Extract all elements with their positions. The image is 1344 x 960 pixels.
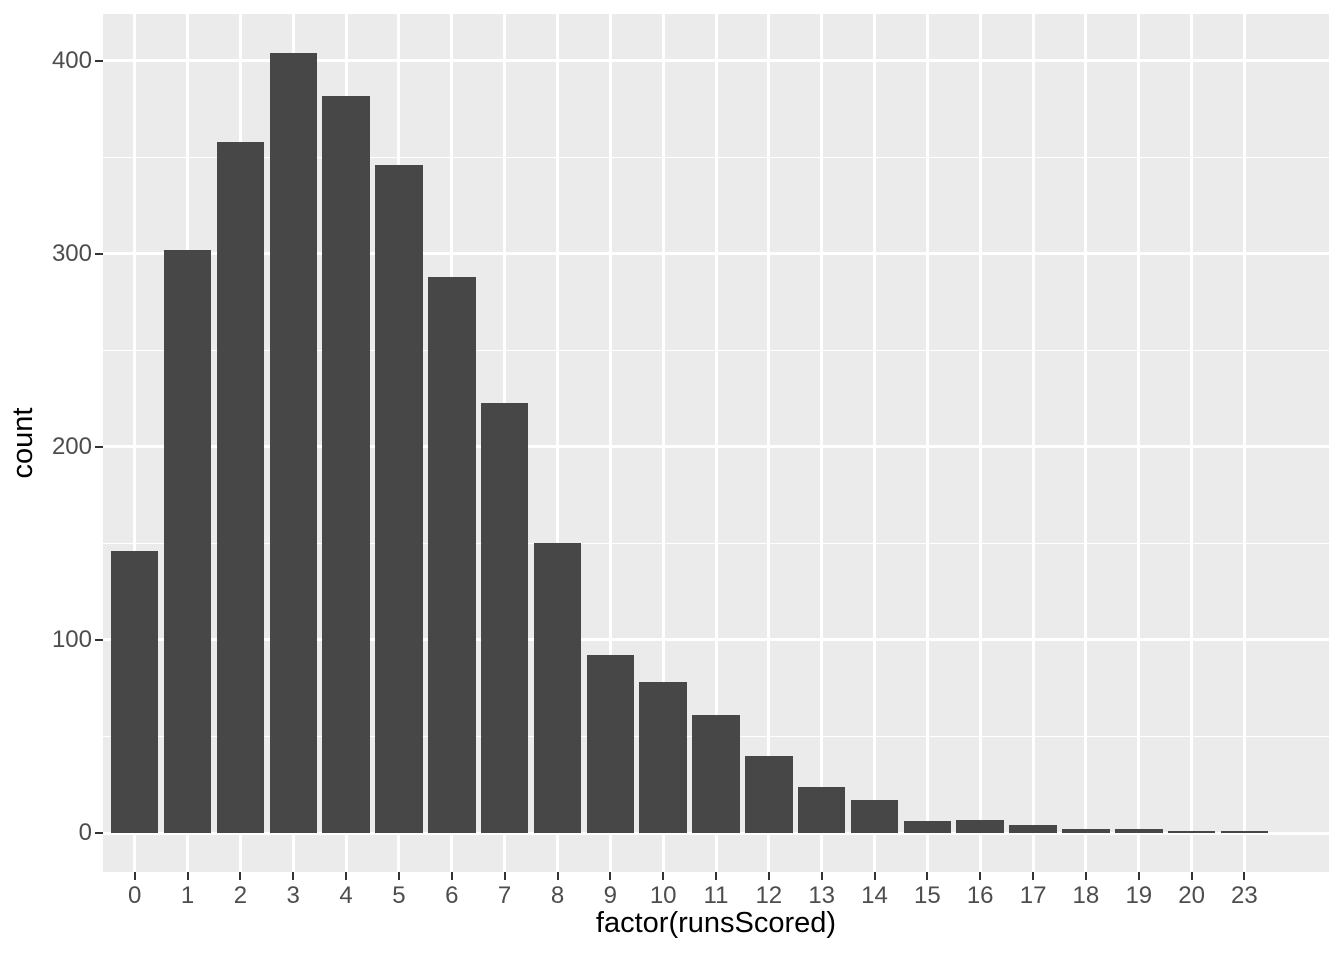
bar xyxy=(110,551,159,833)
bar xyxy=(850,800,899,833)
bar xyxy=(163,249,212,833)
vertical-gridline xyxy=(873,14,876,872)
x-tick-mark xyxy=(979,872,982,880)
x-tick-mark xyxy=(239,872,242,880)
y-tick-label: 100 xyxy=(51,625,92,653)
x-tick-label: 10 xyxy=(649,882,677,909)
bar xyxy=(1009,825,1057,833)
x-tick-label: 19 xyxy=(1125,882,1153,909)
x-tick-mark xyxy=(662,872,665,880)
bar xyxy=(745,755,793,833)
y-tick-label: 400 xyxy=(51,46,92,74)
x-tick-mark xyxy=(292,872,295,880)
y-tick-mark xyxy=(95,832,103,834)
y-tick-mark xyxy=(95,59,103,62)
x-tick-mark xyxy=(133,872,136,880)
x-tick-label: 18 xyxy=(1072,882,1100,909)
bar xyxy=(480,402,529,833)
x-tick-mark xyxy=(1190,872,1193,880)
bar xyxy=(1167,831,1216,833)
vertical-gridline xyxy=(767,14,771,872)
x-tick-mark xyxy=(1137,872,1140,880)
bar xyxy=(797,786,846,833)
vertical-gridline xyxy=(1242,14,1246,872)
bar xyxy=(639,682,687,833)
vertical-gridline xyxy=(978,14,982,872)
x-tick-label: 16 xyxy=(966,882,994,909)
bar xyxy=(903,821,952,833)
y-tick-mark xyxy=(95,638,103,641)
x-tick-label: 12 xyxy=(755,882,783,909)
x-tick-label: 14 xyxy=(861,882,888,909)
bar xyxy=(1062,829,1110,833)
x-tick-mark xyxy=(1032,872,1035,880)
x-tick-mark xyxy=(503,872,506,880)
y-tick-mark xyxy=(95,445,103,448)
y-tick-label: 0 xyxy=(78,819,92,846)
vertical-gridline xyxy=(133,14,137,872)
x-tick-mark xyxy=(715,872,717,880)
vertical-gridline xyxy=(1084,14,1088,872)
bar xyxy=(428,277,476,833)
x-tick-mark xyxy=(873,872,876,880)
x-tick-label: 7 xyxy=(497,882,512,909)
bar xyxy=(692,715,740,833)
vertical-gridline xyxy=(608,14,612,872)
vertical-gridline xyxy=(556,14,559,872)
x-tick-mark xyxy=(1243,872,1246,880)
bar xyxy=(216,141,265,833)
x-tick-label: 3 xyxy=(286,882,300,909)
x-tick-label: 6 xyxy=(445,882,459,909)
x-tick-mark xyxy=(820,872,823,880)
x-tick-label: 20 xyxy=(1178,882,1205,909)
bar xyxy=(586,655,635,833)
y-axis-title: count xyxy=(7,407,39,479)
x-tick-label: 13 xyxy=(808,882,836,909)
bar xyxy=(1220,831,1269,833)
x-tick-mark xyxy=(1084,872,1087,880)
x-tick-label: 5 xyxy=(392,882,406,909)
bar xyxy=(269,53,318,833)
x-tick-label: 23 xyxy=(1231,882,1258,909)
x-tick-label: 2 xyxy=(233,882,248,909)
bar xyxy=(533,543,582,833)
vertical-gridline xyxy=(1137,14,1141,872)
x-tick-label: 9 xyxy=(603,882,617,909)
x-tick-label: 8 xyxy=(550,882,565,909)
vertical-gridline xyxy=(1031,14,1035,872)
plot-panel xyxy=(103,14,1329,872)
vertical-gridline xyxy=(661,14,665,872)
x-tick-mark xyxy=(767,872,770,880)
vertical-gridline xyxy=(925,14,929,872)
x-tick-mark xyxy=(450,872,453,880)
x-tick-label: 11 xyxy=(703,882,729,909)
x-tick-mark xyxy=(345,872,348,880)
x-tick-label: 1 xyxy=(180,882,195,909)
y-tick-label: 200 xyxy=(51,432,92,460)
bar xyxy=(956,819,1004,833)
y-tick-mark xyxy=(95,252,103,255)
x-tick-mark xyxy=(397,872,400,880)
vertical-gridline xyxy=(820,14,824,872)
x-tick-label: 4 xyxy=(339,882,353,909)
vertical-gridline xyxy=(1190,14,1194,872)
bar xyxy=(322,95,370,833)
vertical-gridline xyxy=(714,14,718,872)
bar xyxy=(1115,829,1163,833)
x-tick-mark xyxy=(926,872,929,880)
y-tick-label: 300 xyxy=(51,239,92,267)
x-axis-title: factor(runsScored) xyxy=(595,907,837,939)
x-tick-mark xyxy=(186,872,189,880)
x-tick-label: 0 xyxy=(128,882,142,909)
x-tick-mark xyxy=(556,872,559,880)
x-tick-label: 15 xyxy=(914,882,941,909)
x-tick-label: 17 xyxy=(1019,882,1047,909)
bar xyxy=(375,165,423,833)
x-tick-mark xyxy=(609,872,612,880)
